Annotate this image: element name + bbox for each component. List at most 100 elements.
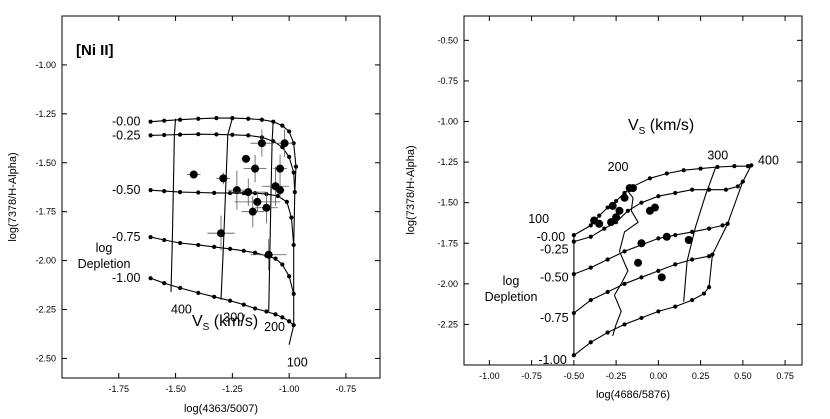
model-point <box>196 190 201 195</box>
model-point <box>196 242 201 248</box>
model-point <box>647 176 653 181</box>
observation-point <box>634 258 643 267</box>
plot-frame <box>61 15 381 379</box>
model-point <box>196 116 201 121</box>
y-tick-label: -1.00 <box>35 60 56 70</box>
x-tick-label: -0.50 <box>564 371 585 381</box>
model-point <box>715 164 720 170</box>
model-point <box>227 190 233 196</box>
depletion-line <box>573 223 728 275</box>
model-point <box>639 200 644 205</box>
x-axis-ticks: -1.75 -1.50 -1.25 -1.00 -0.75 <box>109 16 356 394</box>
model-point <box>622 249 627 254</box>
model-point <box>690 187 695 192</box>
depletion-value-label: -1.00 <box>538 353 567 367</box>
observation-point <box>241 154 250 163</box>
model-point <box>287 319 292 324</box>
depletion-value-label: -0.00 <box>537 230 566 244</box>
x-tick-label: 0.75 <box>776 371 794 381</box>
model-point <box>252 250 258 255</box>
model-point <box>148 276 153 281</box>
observation-point <box>612 213 621 222</box>
x-axis-label: log(4686/5876) <box>596 389 670 401</box>
depletion-value-label: -0.50 <box>540 270 569 284</box>
model-point <box>196 132 201 137</box>
velocity-line <box>170 118 177 292</box>
model-point <box>162 189 167 194</box>
depletion-label-line1: log <box>503 274 520 288</box>
observation-point <box>280 139 289 148</box>
model-point <box>259 117 264 122</box>
model-point <box>252 190 258 196</box>
model-point <box>706 226 712 231</box>
model-point <box>588 340 593 345</box>
x-axis-label: log(4363/5007) <box>184 403 258 415</box>
model-point <box>656 236 661 241</box>
model-point <box>698 166 703 171</box>
observation-point <box>662 232 671 241</box>
model-point <box>275 193 280 199</box>
observation-points <box>590 184 693 282</box>
depletion-value-label: -0.75 <box>112 230 141 244</box>
model-lines <box>148 116 299 345</box>
observation-point <box>189 170 198 179</box>
model-point <box>227 298 233 303</box>
y-tick-label: -2.50 <box>35 353 56 363</box>
y-tick-label: -2.25 <box>437 319 458 329</box>
depletion-label-line2: Depletion <box>485 290 538 304</box>
model-point <box>148 188 153 193</box>
y-axis-ticks: -1.00 -1.25 -1.50 -1.75 -2.00 -2.25 -2.50 <box>35 60 380 363</box>
model-point <box>246 133 251 138</box>
observation-point <box>595 219 604 228</box>
model-point <box>588 223 593 228</box>
model-point <box>162 237 167 243</box>
observation-point <box>248 207 257 216</box>
model-point <box>178 132 183 137</box>
depletion-line <box>573 181 744 243</box>
observation-point <box>232 186 241 195</box>
model-point <box>280 123 285 128</box>
model-point <box>289 215 294 220</box>
observation-point <box>629 184 637 193</box>
velocity-line <box>612 190 639 336</box>
model-point <box>162 280 167 286</box>
model-point <box>287 154 292 159</box>
observation-point <box>264 250 273 259</box>
model-point <box>178 117 183 122</box>
model-point <box>690 257 695 262</box>
y-tick-label: -1.25 <box>35 109 56 119</box>
model-point <box>605 257 610 262</box>
observation-point <box>262 203 271 212</box>
y-tick-label: -0.50 <box>437 35 458 45</box>
model-point <box>681 168 686 173</box>
velocity-value-label: 100 <box>287 355 308 369</box>
model-point <box>246 116 251 121</box>
model-point <box>588 265 593 270</box>
depletion-label-line2: Depletion <box>78 257 131 271</box>
model-point <box>212 244 217 249</box>
velocity-line <box>708 165 752 288</box>
x-tick-label: 0.50 <box>734 371 752 381</box>
model-point <box>148 119 153 124</box>
model-point <box>588 234 593 239</box>
model-point <box>656 194 661 199</box>
model-point <box>706 254 712 259</box>
nickel-ii-panel: -1.75 -1.50 -1.25 -1.00 -0.75 -1.00 -1.25 -1.5… <box>7 15 381 415</box>
model-point <box>605 330 610 335</box>
model-point <box>656 309 661 314</box>
model-point <box>605 289 610 295</box>
depletion-value-label: -0.25 <box>112 128 141 142</box>
model-point <box>622 281 627 286</box>
x-tick-label: 0.00 <box>650 371 668 381</box>
depletion-value-label: -1.00 <box>112 271 141 285</box>
depletion-value-label: -0.75 <box>540 311 569 325</box>
x-tick-label: -1.00 <box>479 371 500 381</box>
model-point <box>735 184 740 189</box>
y-tick-label: -1.50 <box>35 158 56 168</box>
grid-labels: -0.00-0.25 -0.50 -0.75 -1.00 400 300 200 100 <box>112 115 308 370</box>
depletion-value-label: -0.00 <box>112 115 141 129</box>
model-point <box>178 190 183 195</box>
model-point <box>178 285 183 291</box>
model-point <box>673 262 678 267</box>
model-point <box>287 129 292 134</box>
